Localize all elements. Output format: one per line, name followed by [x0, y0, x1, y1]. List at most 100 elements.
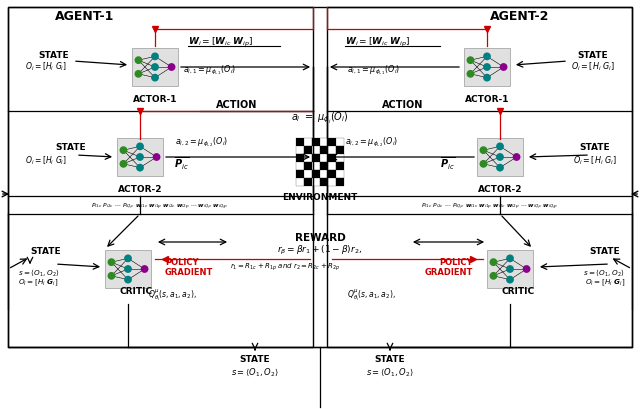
Bar: [327, 8, 632, 347]
Bar: [304, 139, 312, 147]
Text: GRADIENT: GRADIENT: [165, 268, 213, 277]
Text: STATE: STATE: [38, 50, 68, 59]
Circle shape: [137, 144, 143, 150]
Text: ENVIRONMENT: ENVIRONMENT: [282, 193, 358, 202]
Bar: [312, 179, 320, 187]
Bar: [336, 139, 344, 147]
Circle shape: [467, 58, 474, 64]
Text: STATE: STATE: [589, 247, 620, 256]
Circle shape: [168, 65, 175, 71]
Text: ACTOR-1: ACTOR-1: [132, 94, 177, 103]
Text: CRITIC: CRITIC: [120, 287, 152, 296]
Circle shape: [497, 144, 503, 150]
Text: POLICY: POLICY: [165, 258, 198, 267]
Text: $r_{\beta} = \beta r_1 + (1-\beta)r_2,$: $r_{\beta} = \beta r_1 + (1-\beta)r_2,$: [277, 243, 363, 256]
Bar: [8, 8, 313, 347]
Circle shape: [507, 256, 513, 262]
Circle shape: [484, 54, 490, 61]
Circle shape: [497, 165, 503, 171]
Bar: [320, 139, 328, 147]
Circle shape: [497, 155, 503, 161]
Bar: [296, 163, 304, 171]
Circle shape: [125, 256, 131, 262]
Text: STATE: STATE: [579, 143, 610, 152]
Circle shape: [507, 277, 513, 283]
Circle shape: [137, 165, 143, 171]
Text: STATE: STATE: [240, 355, 270, 364]
Bar: [296, 139, 304, 147]
Circle shape: [135, 58, 141, 64]
Bar: [336, 179, 344, 187]
Bar: [312, 171, 320, 179]
Text: $a_{i,2} = \mu_{\phi_{i,2}}(O_i)$: $a_{i,2} = \mu_{\phi_{i,2}}(O_i)$: [345, 135, 398, 148]
Text: $P_{i1c}\ P_{i2c}\ \cdots\ P_{iQ_ic}\ \boldsymbol{w}_{i1c}\ \boldsymbol{w}_{i1p}: $P_{i1c}\ P_{i2c}\ \cdots\ P_{iQ_ic}\ \b…: [421, 201, 559, 211]
Text: POLICY: POLICY: [440, 258, 473, 267]
Text: STATE: STATE: [55, 143, 86, 152]
Text: ACTION: ACTION: [216, 100, 258, 110]
Circle shape: [125, 266, 131, 272]
Text: $O_i = [H_i\ G_i]$: $O_i = [H_i\ G_i]$: [25, 154, 67, 167]
Bar: [336, 171, 344, 179]
Text: $\overline{\boldsymbol{P}_{ic}}$: $\overline{\boldsymbol{P}_{ic}}$: [174, 155, 189, 172]
Text: AGENT-1: AGENT-1: [55, 9, 115, 22]
Text: $O_i = [H_i\ G_i]$: $O_i = [H_i\ G_i]$: [571, 61, 615, 73]
Bar: [328, 139, 336, 147]
Circle shape: [484, 75, 490, 82]
Text: $O_i = [H_i\ \boldsymbol{G}_i]$: $O_i = [H_i\ \boldsymbol{G}_i]$: [585, 277, 625, 288]
Bar: [296, 155, 304, 163]
Bar: [328, 155, 336, 163]
Bar: [320, 147, 328, 155]
Circle shape: [480, 148, 486, 154]
Bar: [8, 8, 632, 347]
Circle shape: [467, 72, 474, 78]
Bar: [320, 163, 328, 171]
Text: $s = \langle O_1,O_2\rangle$: $s = \langle O_1,O_2\rangle$: [366, 365, 414, 377]
Circle shape: [108, 273, 115, 279]
Text: ACTOR-2: ACTOR-2: [118, 185, 163, 194]
Text: $s = \langle O_1, O_2\rangle$: $s = \langle O_1, O_2\rangle$: [583, 267, 625, 278]
Bar: [132, 49, 178, 87]
Text: $s = \langle O_1, O_2\rangle$: $s = \langle O_1, O_2\rangle$: [18, 267, 60, 278]
Text: ACTOR-1: ACTOR-1: [465, 94, 509, 103]
Bar: [328, 163, 336, 171]
Circle shape: [152, 54, 158, 61]
Circle shape: [120, 161, 127, 168]
Bar: [464, 49, 510, 87]
Bar: [328, 147, 336, 155]
Bar: [304, 171, 312, 179]
Text: CRITIC: CRITIC: [501, 287, 534, 296]
Bar: [304, 163, 312, 171]
Bar: [296, 171, 304, 179]
Text: ACTOR-2: ACTOR-2: [477, 185, 522, 194]
Text: REWARD: REWARD: [294, 232, 346, 243]
Text: $a_i\ =\ \mu_{\phi_i}(O_i)$: $a_i\ =\ \mu_{\phi_i}(O_i)$: [291, 110, 349, 125]
Bar: [296, 147, 304, 155]
Circle shape: [135, 72, 141, 78]
Text: $P_{i1c}\ P_{i2c}\ \cdots\ P_{iQ_ic}\ \boldsymbol{w}_{i1c}\ \boldsymbol{w}_{i1p}: $P_{i1c}\ P_{i2c}\ \cdots\ P_{iQ_ic}\ \b…: [92, 201, 228, 211]
Circle shape: [490, 259, 497, 266]
Text: $O_i = [H_i\ G_i]$: $O_i = [H_i\ G_i]$: [25, 61, 67, 73]
Bar: [117, 139, 163, 177]
Text: AGENT-2: AGENT-2: [490, 9, 549, 22]
Text: $O_i = [H_i\ G_i]$: $O_i = [H_i\ G_i]$: [573, 154, 617, 167]
Bar: [312, 163, 320, 171]
Text: ACTION: ACTION: [382, 100, 424, 110]
Bar: [487, 250, 533, 288]
Circle shape: [513, 155, 520, 161]
Circle shape: [152, 75, 158, 82]
Bar: [296, 179, 304, 187]
Circle shape: [154, 155, 160, 161]
Text: $\overline{\boldsymbol{P}_{ic}}$: $\overline{\boldsymbol{P}_{ic}}$: [440, 155, 455, 172]
Bar: [312, 147, 320, 155]
Text: $a_{i,2} = \mu_{\phi_{i,2}}(O_i)$: $a_{i,2} = \mu_{\phi_{i,2}}(O_i)$: [175, 135, 228, 148]
Circle shape: [484, 65, 490, 71]
Circle shape: [125, 277, 131, 283]
Circle shape: [524, 266, 530, 272]
Bar: [320, 155, 328, 163]
Bar: [312, 139, 320, 147]
Text: $Q^{\mu}_{\theta_i}(s,a_1,a_2),$: $Q^{\mu}_{\theta_i}(s,a_1,a_2),$: [148, 286, 196, 302]
Text: GRADIENT: GRADIENT: [424, 268, 473, 277]
Circle shape: [141, 266, 148, 272]
Bar: [336, 155, 344, 163]
Bar: [320, 179, 328, 187]
